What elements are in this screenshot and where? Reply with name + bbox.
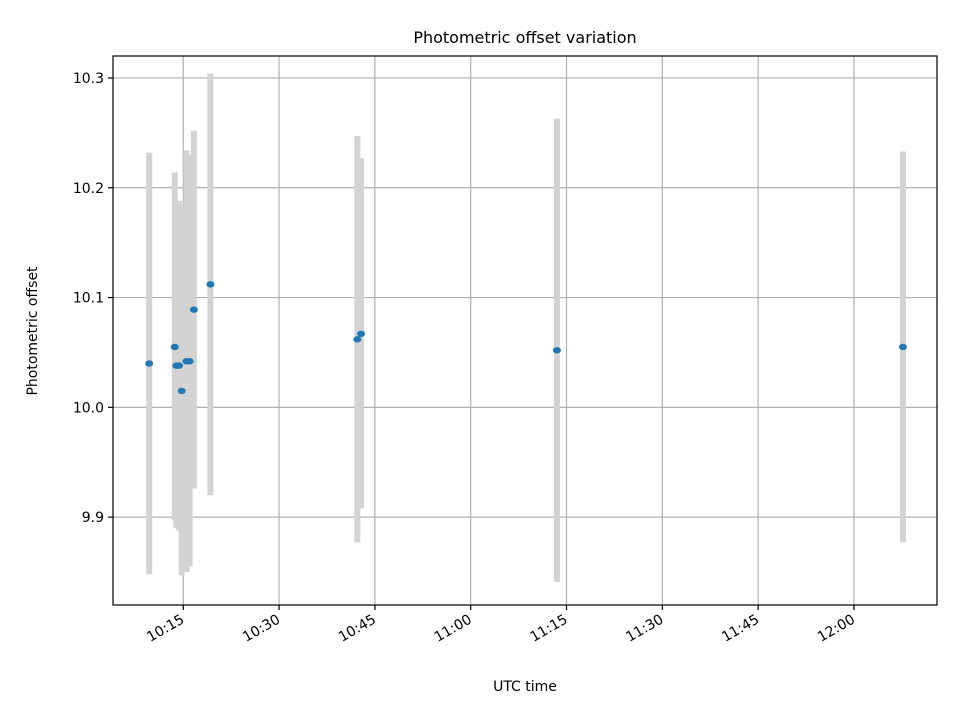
plot-frame xyxy=(112,55,938,606)
data-point xyxy=(145,360,154,367)
data-point xyxy=(357,330,366,337)
point-layer xyxy=(145,281,907,395)
y-tick-label: 10.1 xyxy=(73,291,104,307)
y-tick-label: 9.9 xyxy=(82,510,104,526)
data-point xyxy=(175,362,184,369)
x-axis-label: UTC time xyxy=(493,679,557,695)
data-point xyxy=(177,387,186,395)
data-point xyxy=(552,347,561,354)
data-point xyxy=(185,358,194,365)
chart-title: Photometric offset variation xyxy=(413,28,636,47)
grid-layer xyxy=(113,56,937,605)
data-point xyxy=(206,281,215,288)
data-point xyxy=(170,343,179,351)
y-tick-label: 10.3 xyxy=(73,71,104,87)
data-point xyxy=(189,306,198,313)
data-point xyxy=(898,343,907,351)
y-tick-label: 10.0 xyxy=(73,400,104,416)
y-axis-label: Photometric offset xyxy=(25,266,41,396)
y-tick-label: 10.2 xyxy=(73,181,104,197)
data-point xyxy=(353,336,362,343)
